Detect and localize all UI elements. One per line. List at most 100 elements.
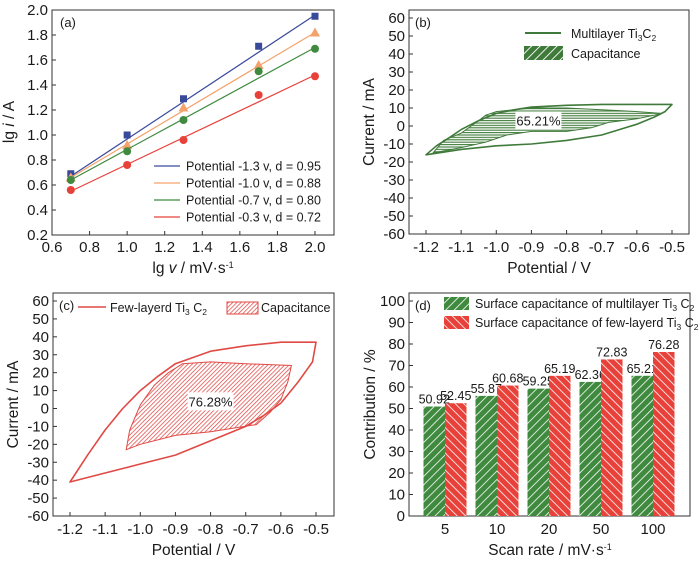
- data-point-circle: [123, 161, 132, 169]
- x-axis-label-superscript: -1: [226, 260, 234, 270]
- y-axis-label-part: i: [1, 123, 18, 127]
- x-tick-label: 2.0: [305, 239, 326, 256]
- y-tick-label: 30: [32, 347, 49, 364]
- data-point-circle: [66, 186, 75, 194]
- fit-line: [70, 31, 316, 179]
- bar-multilayer: [527, 388, 549, 516]
- y-tick-label: 80: [388, 336, 405, 353]
- legend-text-part: C: [681, 316, 694, 330]
- y-tick-label: 70: [388, 358, 405, 375]
- plot-frame: [51, 9, 335, 236]
- y-tick-label: -10: [383, 136, 405, 153]
- data-point-triangle: [122, 140, 133, 149]
- legend-entry: Potential -0.7 v, d = 0.80: [186, 194, 321, 208]
- legend-text-part: Few-layerd Ti: [110, 301, 185, 315]
- y-tick-label: 90: [388, 315, 405, 332]
- x-tick-label: -1.1: [448, 239, 474, 256]
- y-tick-label: 100: [380, 293, 405, 310]
- y-tick-label: 20: [32, 365, 49, 382]
- data-point-circle: [254, 67, 263, 76]
- y-tick-label: -50: [27, 490, 49, 507]
- y-tick-label: 1.8: [27, 27, 48, 44]
- bar-value-label: 52.45: [440, 389, 471, 403]
- data-point-triangle: [310, 27, 320, 37]
- bar-multilayer: [579, 381, 601, 516]
- y-tick-label: -40: [383, 190, 405, 207]
- y-tick-label: 0.2: [27, 227, 48, 244]
- bar-few-layered: [497, 385, 519, 516]
- x-tick-label: -0.5: [303, 521, 329, 538]
- x-axis-label-part: Scan rate / mV·s: [488, 542, 604, 559]
- legend-text-part: Surface capacitance of multilayer Ti: [475, 297, 672, 311]
- x-tick-label: -1.2: [413, 239, 439, 256]
- legend-entry: Potential -0.3 v, d = 0.72: [186, 211, 321, 225]
- data-point-square: [311, 12, 319, 20]
- x-category-label: 20: [541, 521, 558, 538]
- legend-entry: Potential -1.3 v, d = 0.95: [186, 160, 321, 174]
- y-tick-label: 40: [32, 329, 49, 346]
- fit-line: [70, 74, 316, 192]
- x-tick-label: -1.0: [127, 521, 153, 538]
- data-point-square: [180, 95, 187, 103]
- legend-swatch: [444, 316, 469, 329]
- y-tick-label: 40: [388, 46, 405, 63]
- legend-entry-capacitance: Capacitance: [261, 301, 331, 315]
- y-tick-label: 10: [388, 100, 405, 117]
- x-tick-label: 0.6: [42, 239, 63, 256]
- legend-entry-multilayer: Multilayer Ti3C2: [571, 27, 656, 43]
- y-tick-label: 0: [41, 401, 49, 418]
- data-point-square: [123, 131, 131, 139]
- y-tick-label: 10: [388, 487, 405, 504]
- x-tick-label: -1.0: [483, 239, 509, 256]
- x-tick-label: -0.6: [268, 521, 294, 538]
- y-tick-label: -30: [27, 454, 49, 471]
- x-tick-label: -0.8: [198, 521, 224, 538]
- y-tick-label: 0: [397, 118, 405, 135]
- y-tick-label: 50: [32, 311, 49, 328]
- legend-subscript: 3: [638, 33, 643, 43]
- legend-hatch-swatch: [226, 301, 259, 315]
- bar-few-layered: [549, 375, 571, 516]
- y-tick-label: -20: [27, 436, 49, 453]
- x-category-label: 5: [441, 521, 449, 538]
- data-point-square: [255, 42, 263, 50]
- y-tick-label: -40: [27, 472, 49, 489]
- capacitance-percentage-label: 76.28%: [189, 394, 234, 409]
- data-point-circle: [66, 176, 75, 184]
- panel-a-log-current-vs-log-scan-rate: 0.6 0.8 1.0 1.2 1.4 1.6 1.8 2.0 0.2 0.4 0.6 0.8 1.0 1…: [1, 2, 335, 277]
- x-tick-label: 1.2: [154, 239, 175, 256]
- legend-text-part: C: [642, 27, 651, 41]
- y-tick-label: -20: [383, 154, 405, 171]
- data-point-circle: [179, 116, 188, 124]
- legend-text-part: C: [190, 301, 203, 315]
- bar-multilayer: [423, 406, 445, 516]
- bar-few-layered: [653, 351, 675, 516]
- panel-b-multilayer-cv: -1.2 -1.1 -1.0 -0.9 -0.8 -0.7 -0.6 -0.5 -60-50-4…: [361, 9, 690, 277]
- fit-line: [70, 14, 316, 177]
- y-tick-label: 20: [388, 82, 405, 99]
- legend-subscript: 2: [694, 322, 699, 332]
- y-axis-label: lg i / A: [1, 100, 18, 143]
- legend-subscript: 2: [202, 307, 207, 317]
- bar-multilayer: [631, 375, 653, 516]
- y-axis-label: Current / mA: [5, 360, 22, 449]
- data-point-circle: [254, 91, 263, 99]
- y-tick-label: 0.6: [27, 177, 48, 194]
- panel-label: (a): [60, 15, 76, 30]
- y-tick-label: 0.4: [27, 202, 48, 219]
- legend-text-part: Multilayer Ti: [571, 27, 638, 41]
- x-tick-label: -0.5: [659, 239, 685, 256]
- y-tick-label: -60: [383, 226, 405, 243]
- y-tick-label: 60: [32, 293, 49, 310]
- legend-entry: Surface capacitance of few-layerd Ti3 C2: [475, 316, 699, 332]
- x-tick-label: 1.0: [117, 239, 138, 256]
- y-tick-label: -50: [383, 208, 405, 225]
- data-point-triangle: [253, 60, 264, 69]
- bar-value-label: 65.19: [544, 362, 575, 376]
- x-tick-label: 1.6: [229, 239, 250, 256]
- y-tick-label: -30: [383, 172, 405, 189]
- y-axis-label: Contribution / %: [362, 349, 379, 459]
- y-tick-label: 60: [388, 379, 405, 396]
- data-point-circle: [311, 44, 319, 53]
- x-axis-label: Scan rate / mV·s-1: [488, 542, 611, 559]
